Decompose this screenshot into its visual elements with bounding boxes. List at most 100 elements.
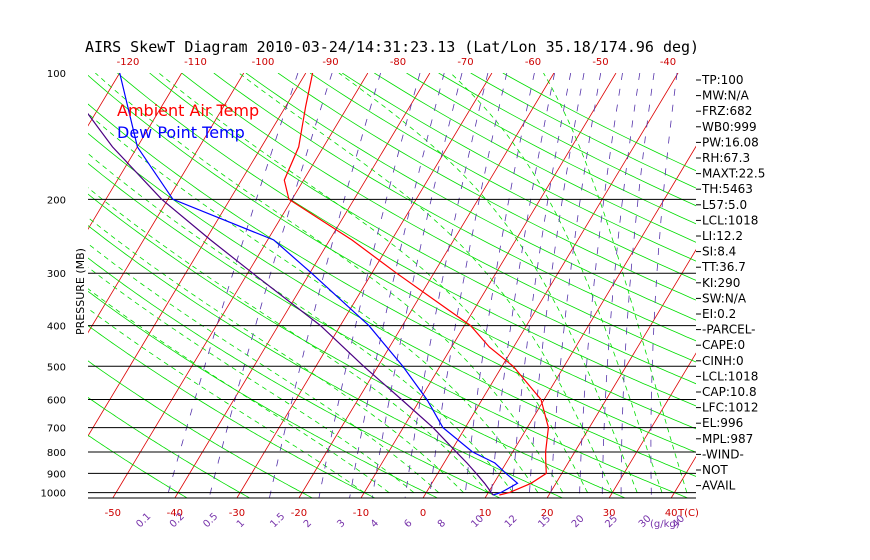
dry-adiabat: [438, 73, 696, 207]
dry-adiabat: [502, 73, 696, 172]
bottom-temp-tick: 30: [603, 508, 616, 519]
legend-ambient-air-temp: Ambient Air Temp: [117, 101, 259, 120]
dry-adiabat: [88, 132, 696, 477]
dry-adiabat: [277, 73, 696, 301]
moist-adiabat: [95, 73, 564, 493]
top-temp-tick: -40: [660, 57, 676, 68]
mixing-ratio-tick: 6: [402, 518, 414, 530]
mixing-ratio-tick: 3: [335, 518, 347, 530]
isotherm: [795, 73, 870, 498]
mixing-ratio-line: [318, 73, 421, 498]
moist-adiabat: [450, 73, 663, 493]
pressure-tick-label: 600: [47, 396, 66, 407]
bottom-temp-tick: -20: [291, 508, 307, 519]
pressure-tick-label: 300: [47, 269, 66, 280]
dry-adiabat: [213, 73, 696, 342]
bottom-temp-tick: 20: [541, 508, 554, 519]
stat-line: MPL:987: [702, 432, 753, 446]
dry-adiabat: [88, 74, 696, 430]
stat-line: SW:N/A: [702, 291, 747, 305]
stat-line: RH:67.3: [702, 151, 750, 165]
dry-adiabat: [374, 73, 696, 243]
stat-line: FRZ:682: [702, 104, 752, 118]
top-temp-tick: -110: [184, 57, 207, 68]
isotherm: [88, 73, 183, 230]
mixing-ratio-line: [464, 73, 535, 498]
moist-adiabat: [88, 243, 439, 493]
stat-line: -PARCEL-: [702, 323, 756, 337]
mixing-ratio-unit: (g/kg): [650, 519, 680, 530]
stat-line: EL:996: [702, 416, 743, 430]
bottom-temp-tick: -50: [105, 508, 121, 519]
dry-adiabat: [88, 225, 563, 498]
mixing-ratio-line: [620, 73, 655, 498]
stat-line: LCL:1018: [702, 213, 758, 227]
mixing-ratio-tick: 20: [570, 513, 587, 530]
dry-adiabat: [88, 360, 313, 498]
dry-adiabat: [88, 325, 375, 498]
bottom-temp-tick: 0: [420, 508, 426, 519]
top-temp-tick: -80: [390, 57, 406, 68]
stat-line: CAP:10.8: [702, 385, 757, 399]
pressure-tick-label: 900: [47, 469, 66, 480]
isotherm: [88, 73, 245, 334]
mixing-ratio-tick: 8: [436, 518, 448, 530]
mixing-ratio-line: [490, 73, 555, 498]
stat-line: PW:16.08: [702, 135, 759, 149]
pressure-tick-label: 700: [47, 424, 66, 435]
mixing-ratio-line: [371, 73, 463, 498]
mixing-ratio-tick: 4: [369, 518, 381, 530]
top-temp-tick: -70: [457, 57, 473, 68]
mixing-ratio-tick: 1: [235, 518, 247, 530]
mixing-ratio-line: [650, 73, 678, 498]
isotherm: [422, 73, 679, 498]
mixing-ratio-line: [511, 73, 572, 498]
moist-adiabat: [88, 153, 514, 493]
pressure-tick-label: 400: [47, 322, 66, 333]
mixing-ratio-line: [269, 73, 381, 498]
stat-line: MW:N/A: [702, 89, 750, 103]
mixing-ratio-line: [349, 73, 445, 498]
dry-adiabat: [470, 73, 696, 189]
moist-adiabat: [338, 73, 638, 493]
stat-line: L57:5.0: [702, 198, 747, 212]
bottom-temp-tick: -40: [167, 508, 183, 519]
moist-adiabat: [543, 73, 688, 493]
temp-unit-label: T(C): [677, 508, 699, 519]
dry-adiabat: [181, 73, 696, 363]
profiles: [88, 73, 550, 496]
top-temp-tick: -50: [592, 57, 608, 68]
bottom-temp-tick: -10: [353, 508, 369, 519]
stat-line: WB0:999: [702, 120, 757, 134]
top-temp-tick: -100: [252, 57, 275, 68]
stat-line: AVAIL: [702, 479, 736, 493]
series-line-ambient-air-temp: [283, 73, 550, 496]
stat-line: MAXT:22.5: [702, 167, 765, 181]
isotherm: [670, 455, 696, 498]
moist-adiabat: [238, 73, 613, 493]
dry-adiabat: [309, 73, 696, 281]
mixing-ratio-tick: 0.1: [134, 511, 153, 530]
mixing-ratio-tick: 1.5: [268, 511, 287, 530]
stat-line: NOT: [702, 463, 728, 477]
pressure-tick-label: 1000: [41, 489, 66, 500]
moist-adiabat: [88, 187, 489, 493]
moist-adiabat: [158, 73, 588, 493]
mixing-ratio-line: [601, 73, 641, 498]
pressure-tick-label: 100: [47, 69, 66, 80]
series-line-dew-point-temp: [119, 73, 519, 496]
y-axis-label: PRESSURE (MB): [74, 248, 87, 335]
dry-adiabat: [341, 73, 696, 262]
bottom-temp-tick: 40: [665, 508, 678, 519]
stat-line: LFC:1012: [702, 401, 759, 415]
dry-adiabat: [88, 397, 250, 498]
moist-adiabat: [88, 266, 415, 493]
stat-line: TH:5463: [701, 182, 753, 196]
top-temp-tick: -90: [322, 57, 338, 68]
stat-line: CINH:0: [702, 354, 744, 368]
dry-adiabat: [245, 73, 696, 321]
top-temp-tick: -60: [525, 57, 541, 68]
mixing-ratio-tick: 2: [302, 518, 314, 530]
mixing-ratio-line: [208, 73, 333, 498]
